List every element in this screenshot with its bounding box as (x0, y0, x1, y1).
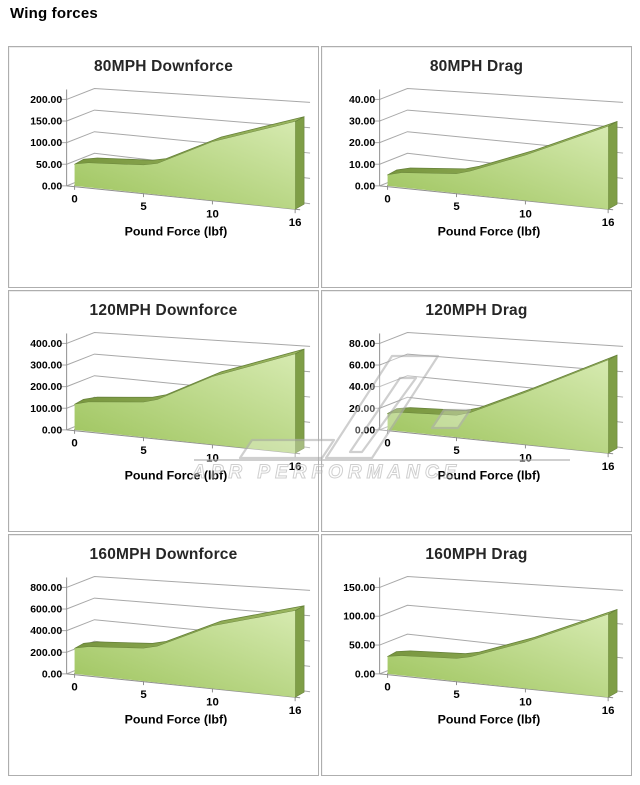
x-tick-labels: 0 5 10 16 (384, 194, 614, 229)
x-tick-label: 5 (140, 445, 147, 457)
chart-title: 120MPH Downforce (89, 302, 238, 319)
x-tick-labels: 0 5 10 16 (71, 438, 301, 473)
chart-title: 80MPH Drag (429, 58, 524, 75)
x-tick-label: 10 (519, 208, 532, 220)
y-tick-label: 50.00 (349, 641, 375, 652)
x-tick-label: 10 (206, 696, 219, 708)
y-tick-labels: 0.00 100.00 200.00 300.00 400.00 (30, 339, 62, 436)
x-tick-label: 0 (71, 194, 77, 206)
chart-panel: 80MPH Drag 0.00 10.00 20.00 30.00 40.00 0 5 10 16… (321, 46, 632, 288)
x-tick-label: 0 (71, 682, 77, 694)
chart-title: 80MPH Downforce (93, 58, 234, 75)
area-series (387, 120, 618, 210)
axes (66, 577, 301, 702)
y-tick-label: 0.00 (355, 181, 375, 192)
y-tick-label: 20.00 (349, 138, 375, 149)
y-tick-label: 100.00 (30, 138, 62, 149)
area-chart-svg: 0.00 200.00 400.00 600.00 800.00 0 5 10 16 Pound … (30, 575, 311, 727)
x-axis-title: Pound Force (lbf) (125, 469, 228, 483)
chart-title: 160MPH Drag (425, 546, 528, 563)
area-chart-svg: 0.00 100.00 200.00 300.00 400.00 0 5 10 16 Pound … (30, 331, 311, 483)
y-tick-labels: 0.00 10.00 20.00 30.00 40.00 (349, 95, 375, 192)
charts-grid: 80MPH Downforce 0.00 50.00 100.00 150.00 200.… (8, 46, 632, 776)
x-tick-label: 5 (453, 201, 460, 213)
y-tick-label: 150.00 (30, 117, 62, 128)
y-tick-label: 0.00 (42, 181, 62, 192)
x-tick-labels: 0 5 10 16 (71, 682, 301, 717)
y-tick-label: 0.00 (42, 425, 62, 436)
y-tick-label: 150.00 (343, 583, 375, 594)
area-chart-svg: 0.00 20.00 40.00 60.00 80.00 0 5 10 16 Pound Forc… (349, 331, 624, 483)
y-tick-labels: 0.00 50.00 100.00 150.00 (343, 583, 375, 680)
x-tick-label: 16 (602, 461, 615, 473)
x-tick-labels: 0 5 10 16 (71, 194, 301, 229)
y-tick-label: 400.00 (30, 339, 62, 350)
chart-panel: 80MPH Downforce 0.00 50.00 100.00 150.00 200.… (8, 46, 319, 288)
x-tick-label: 10 (519, 696, 532, 708)
y-tick-label: 100.00 (30, 404, 62, 415)
x-tick-label: 0 (384, 438, 390, 450)
x-tick-label: 0 (384, 682, 390, 694)
y-tick-label: 200.00 (30, 95, 62, 106)
area-series (387, 354, 618, 454)
x-tick-label: 10 (519, 452, 532, 464)
y-tick-labels: 0.00 50.00 100.00 150.00 200.00 (30, 95, 62, 192)
y-tick-label: 300.00 (30, 361, 62, 372)
y-tick-label: 30.00 (349, 117, 375, 128)
y-tick-label: 0.00 (355, 669, 375, 680)
y-tick-label: 100.00 (343, 612, 375, 623)
y-tick-label: 400.00 (30, 626, 62, 637)
area-series (74, 605, 305, 698)
x-tick-label: 0 (384, 194, 390, 206)
y-tick-label: 600.00 (30, 605, 62, 616)
x-tick-labels: 0 5 10 16 (384, 682, 614, 717)
area-series (387, 608, 618, 698)
chart-panel: 120MPH Drag 0.00 20.00 40.00 60.00 80.00 0 5 10 1… (321, 290, 632, 532)
y-tick-label: 0.00 (42, 669, 62, 680)
x-tick-label: 5 (453, 689, 460, 701)
x-axis-title: Pound Force (lbf) (438, 713, 541, 727)
y-tick-label: 20.00 (349, 404, 375, 415)
y-tick-label: 40.00 (349, 95, 375, 106)
page-heading: Wing forces (10, 5, 98, 22)
x-tick-label: 16 (289, 705, 302, 717)
y-tick-label: 200.00 (30, 648, 62, 659)
y-tick-labels: 0.00 200.00 400.00 600.00 800.00 (30, 583, 62, 680)
chart-title: 160MPH Downforce (89, 546, 238, 563)
y-tick-labels: 0.00 20.00 40.00 60.00 80.00 (349, 339, 375, 436)
x-axis-title: Pound Force (lbf) (125, 713, 228, 727)
x-tick-label: 0 (71, 438, 77, 450)
x-tick-label: 5 (140, 689, 147, 701)
y-tick-label: 80.00 (349, 339, 375, 350)
area-chart-svg: 0.00 50.00 100.00 150.00 0 5 10 16 Pound Force (… (343, 575, 624, 727)
x-tick-label: 16 (289, 461, 302, 473)
y-tick-label: 50.00 (36, 160, 62, 171)
x-axis-title: Pound Force (lbf) (438, 469, 541, 483)
x-tick-label: 16 (289, 217, 302, 229)
y-tick-label: 40.00 (349, 382, 375, 393)
x-tick-label: 10 (206, 452, 219, 464)
x-tick-label: 16 (602, 217, 615, 229)
area-series (74, 348, 305, 454)
x-axis-title: Pound Force (lbf) (438, 225, 541, 239)
x-tick-label: 5 (453, 445, 460, 457)
y-tick-label: 60.00 (349, 361, 375, 372)
chart-title: 120MPH Drag (425, 302, 528, 319)
chart-panel: 160MPH Drag 0.00 50.00 100.00 150.00 0 5 10 16 Po… (321, 534, 632, 776)
x-axis-title: Pound Force (lbf) (125, 225, 228, 239)
y-tick-label: 10.00 (349, 160, 375, 171)
axes (66, 89, 301, 214)
chart-panel: 160MPH Downforce 0.00 200.00 400.00 600.00 80… (8, 534, 319, 776)
y-tick-label: 0.00 (355, 425, 375, 436)
y-tick-label: 200.00 (30, 382, 62, 393)
chart-panel: 120MPH Downforce 0.00 100.00 200.00 300.00 40… (8, 290, 319, 532)
x-tick-label: 16 (602, 705, 615, 717)
area-series (74, 116, 305, 210)
area-chart-svg: 0.00 10.00 20.00 30.00 40.00 0 5 10 16 Pound Forc… (349, 87, 624, 239)
x-tick-label: 10 (206, 208, 219, 220)
area-chart-svg: 0.00 50.00 100.00 150.00 200.00 0 5 10 16 Pound F… (30, 87, 311, 239)
x-tick-label: 5 (140, 201, 147, 213)
y-tick-label: 800.00 (30, 583, 62, 594)
